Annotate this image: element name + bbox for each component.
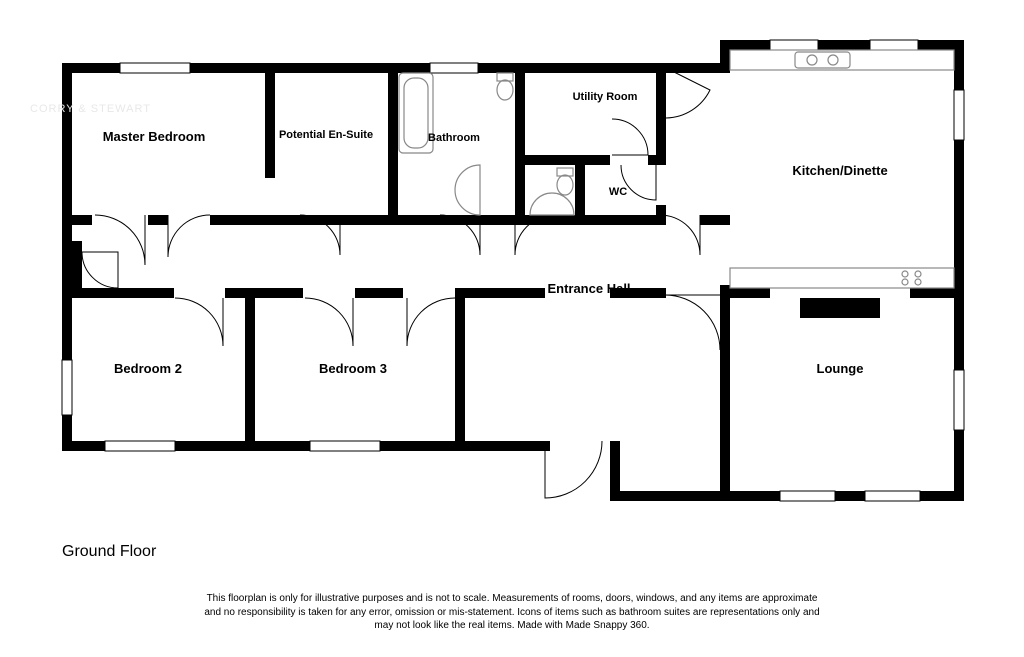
disclaimer-line2: and no responsibility is taken for any e… (204, 607, 819, 618)
label-kitchen: Kitchen/Dinette (792, 163, 887, 178)
fireplace (800, 298, 880, 318)
disclaimer-line1: This floorplan is only for illustrative … (207, 593, 818, 604)
label-bedroom2: Bedroom 2 (114, 361, 182, 376)
label-bathroom: Bathroom (428, 132, 480, 144)
floorplan-svg: Master Bedroom Potential En-Suite Bathro… (0, 0, 1024, 530)
disclaimer: This floorplan is only for illustrative … (112, 592, 912, 633)
label-ensuite: Potential En-Suite (279, 129, 373, 141)
label-master-bedroom: Master Bedroom (103, 129, 206, 144)
label-bedroom3: Bedroom 3 (319, 361, 387, 376)
floor-title: Ground Floor (62, 543, 156, 561)
label-utility: Utility Room (573, 91, 638, 103)
label-lounge: Lounge (817, 361, 864, 376)
disclaimer-line3: may not look like the real items. Made w… (374, 620, 649, 631)
watermark: CORRY & STEWART (30, 103, 151, 115)
label-wc: WC (609, 186, 627, 198)
label-entrance-hall: Entrance Hall (547, 281, 630, 296)
